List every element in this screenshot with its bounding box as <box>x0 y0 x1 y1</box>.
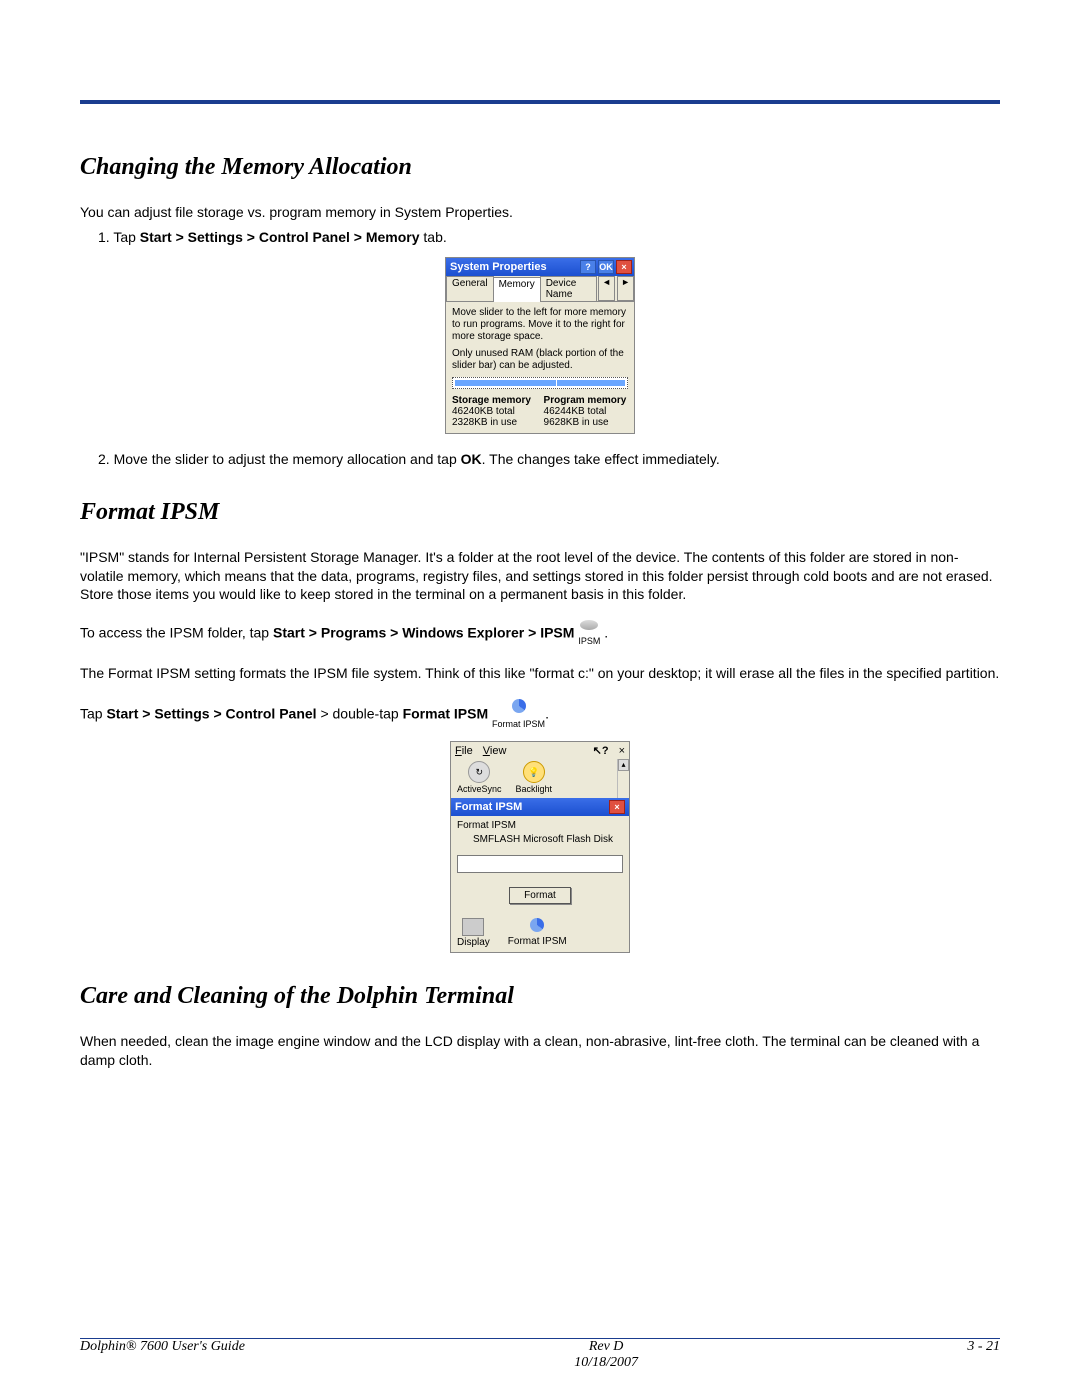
bottom-icon-row: Display Format IPSM <box>451 914 629 952</box>
format-ipsm-pie-icon: Format IPSM <box>492 699 545 731</box>
step1-prefix: 1. Tap <box>98 229 140 245</box>
ipsm-para2-path: Start > Programs > Windows Explorer > IP… <box>273 625 574 641</box>
format-button[interactable]: Format <box>509 887 571 904</box>
ok-button[interactable]: OK <box>598 260 614 274</box>
figure-system-properties: System Properties ? OK × General Memory … <box>80 257 1000 434</box>
step2-prefix: 2. Move the slider to adjust the memory … <box>98 451 461 467</box>
footer: Dolphin® 7600 User's Guide Rev D 10/18/2… <box>80 1339 1000 1371</box>
memory-columns: Storage memory 46240KB total 2328KB in u… <box>452 395 628 428</box>
tab-memory[interactable]: Memory <box>493 277 541 302</box>
step2-suffix: . The changes take effect immediately. <box>482 451 720 467</box>
sysprops-tabs: General Memory Device Name ◄ ► <box>446 276 634 302</box>
footer-right: 3 - 21 <box>967 1339 1000 1371</box>
ipsm-para3: The Format IPSM setting formats the IPSM… <box>80 664 1000 683</box>
ipsm-para2: To access the IPSM folder, tap Start > P… <box>80 620 1000 648</box>
step2-ok: OK <box>461 451 482 467</box>
slider-rest <box>557 380 625 386</box>
figure-format-ipsm: File View ↖? × ↻ ActiveSync 💡 Backlight … <box>80 741 1000 953</box>
format-ipsm-body: Format IPSM SMFLASH Microsoft Flash Disk… <box>451 816 629 914</box>
memory-slider[interactable] <box>452 377 628 389</box>
ipsm-disk-icon: IPSM <box>578 620 600 648</box>
slider-fill <box>455 380 556 386</box>
tab-general[interactable]: General <box>446 276 494 301</box>
care-cleaning-para: When needed, clean the image engine wind… <box>80 1032 1000 1070</box>
ipsm-para2-prefix: To access the IPSM folder, tap <box>80 625 273 641</box>
scrollbar[interactable]: ▴ <box>617 759 629 798</box>
help-button[interactable]: ? <box>580 260 596 274</box>
ipsm-para4-mid: > double-tap <box>317 706 403 722</box>
step-1: 1. Tap Start > Settings > Control Panel … <box>98 228 1000 247</box>
heading-care-cleaning: Care and Cleaning of the Dolphin Termina… <box>80 983 1000 1010</box>
program-head: Program memory <box>544 395 628 406</box>
storage-inuse: 2328KB in use <box>452 417 517 428</box>
footer-left: Dolphin® 7600 User's Guide <box>80 1339 245 1371</box>
step1-path: Start > Settings > Control Panel > Memor… <box>140 229 420 245</box>
storage-total: 46240KB total <box>452 406 515 417</box>
sysprops-text1: Move slider to the left for more memory … <box>452 307 628 343</box>
top-rule <box>80 100 1000 104</box>
ipsm-para4-end: Format IPSM <box>403 706 489 722</box>
format-ipsm-titlebar: Format IPSM × <box>451 798 629 816</box>
backlight-icon[interactable]: 💡 Backlight <box>516 761 553 794</box>
format-ipsm-title: Format IPSM <box>455 801 522 813</box>
program-inuse: 9628KB in use <box>544 417 609 428</box>
intro-text: You can adjust file storage vs. program … <box>80 203 1000 222</box>
format-ipsm-icon[interactable]: Format IPSM <box>508 918 567 948</box>
menu-view[interactable]: View <box>483 745 507 757</box>
ipsm-para4-prefix: Tap <box>80 706 106 722</box>
system-properties-window: System Properties ? OK × General Memory … <box>445 257 635 434</box>
close-button[interactable]: × <box>616 260 632 274</box>
heading-format-ipsm: Format IPSM <box>80 499 1000 526</box>
heading-memory-allocation: Changing the Memory Allocation <box>80 154 1000 181</box>
menubar: File View ↖? × <box>451 742 629 759</box>
display-icon[interactable]: Display <box>457 918 490 948</box>
scroll-up-icon[interactable]: ▴ <box>618 759 629 771</box>
program-memory-col: Program memory 46244KB total 9628KB in u… <box>544 395 628 428</box>
tab-nav-left[interactable]: ◄ <box>598 276 615 301</box>
tab-device-name[interactable]: Device Name <box>540 276 597 301</box>
format-ipsm-window: File View ↖? × ↻ ActiveSync 💡 Backlight … <box>450 741 630 953</box>
activesync-icon[interactable]: ↻ ActiveSync <box>457 761 502 794</box>
format-input[interactable] <box>457 855 623 873</box>
storage-memory-col: Storage memory 46240KB total 2328KB in u… <box>452 395 536 428</box>
storage-head: Storage memory <box>452 395 536 406</box>
ipsm-para4: Tap Start > Settings > Control Panel > d… <box>80 699 1000 731</box>
window-close-icon[interactable]: × <box>619 745 625 757</box>
toolbar: ↻ ActiveSync 💡 Backlight ▴ <box>451 759 629 798</box>
format-body-label: Format IPSM <box>457 820 623 831</box>
format-subtext: SMFLASH Microsoft Flash Disk <box>457 834 623 845</box>
program-total: 46244KB total <box>544 406 607 417</box>
footer-center: Rev D 10/18/2007 <box>574 1339 638 1371</box>
format-close-button[interactable]: × <box>609 800 625 814</box>
ipsm-para4-path: Start > Settings > Control Panel <box>106 706 316 722</box>
step-2: 2. Move the slider to adjust the memory … <box>98 450 1000 469</box>
sysprops-text2: Only unused RAM (black portion of the sl… <box>452 348 628 372</box>
ipsm-para1: "IPSM" stands for Internal Persistent St… <box>80 548 1000 605</box>
sysprops-titlebar: System Properties ? OK × <box>446 258 634 276</box>
menu-file[interactable]: File <box>455 745 473 757</box>
tab-nav-right[interactable]: ► <box>617 276 634 301</box>
context-help-icon[interactable]: ↖? <box>593 744 609 757</box>
sysprops-body: Move slider to the left for more memory … <box>446 302 634 433</box>
sysprops-title: System Properties <box>450 261 547 273</box>
step1-suffix: tab. <box>420 229 447 245</box>
